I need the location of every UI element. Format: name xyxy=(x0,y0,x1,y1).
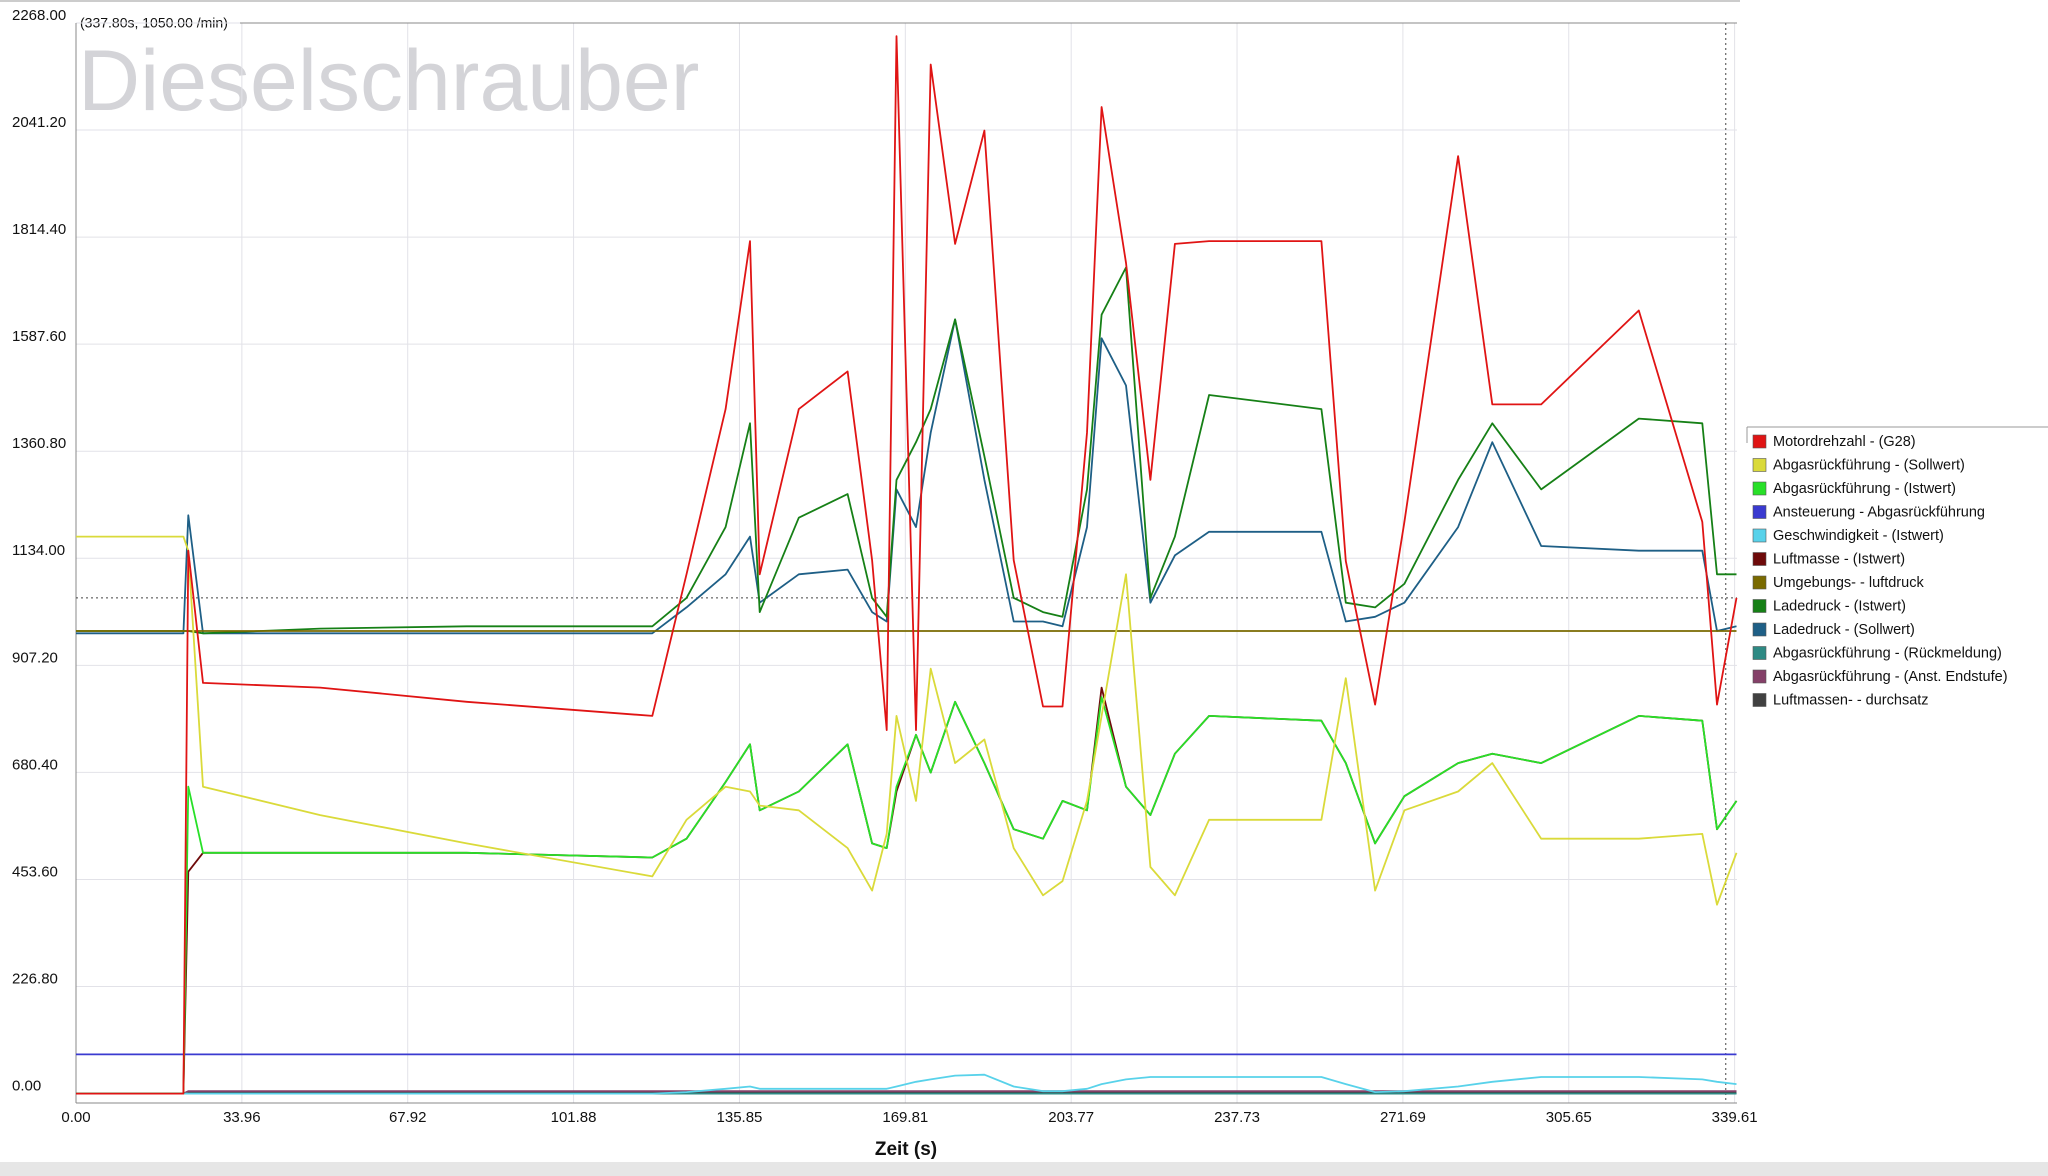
x-tick-label: 101.88 xyxy=(551,1109,597,1126)
x-tick-label: 203.77 xyxy=(1048,1109,1094,1126)
legend-label: Abgasrückführung - (Istwert) xyxy=(1773,481,1956,497)
series-line xyxy=(76,35,1738,1095)
y-tick-label: 0.00 xyxy=(12,1078,41,1095)
legend-swatch xyxy=(1752,669,1767,684)
y-tick-label: 1587.60 xyxy=(12,328,66,345)
legend-label: Abgasrückführung - (Anst. Endstufe) xyxy=(1773,669,2008,685)
legend-swatch xyxy=(1752,458,1767,472)
y-tick-label: 453.60 xyxy=(12,863,58,880)
legend-label: Ansteuerung - Abgasrückführung xyxy=(1773,504,1985,520)
y-tick-label: 1814.40 xyxy=(12,221,66,238)
y-tick-label: 1134.00 xyxy=(12,542,65,559)
y-tick-label: 2041.20 xyxy=(12,114,66,131)
y-tick-label: 1360.80 xyxy=(12,435,66,452)
legend-label: Geschwindigkeit - (Istwert) xyxy=(1773,528,1944,544)
x-tick-label: 339.61 xyxy=(1712,1109,1758,1126)
series-line xyxy=(76,535,1738,906)
y-tick-label: 680.40 xyxy=(12,756,58,773)
legend-label: Ladedruck - (Sollwert) xyxy=(1773,622,1915,638)
legend-label: Motordrehzahl - (G28) xyxy=(1773,434,1916,450)
watermark: Dieselschrauber xyxy=(78,33,699,129)
x-tick-label: 0.00 xyxy=(61,1109,90,1126)
legend-swatch xyxy=(1752,646,1767,660)
legend-label: Abgasrückführung - (Rückmeldung) xyxy=(1773,645,2002,661)
y-tick-label: 907.20 xyxy=(12,649,58,666)
legend-swatch xyxy=(1752,505,1767,519)
x-tick-label: 33.96 xyxy=(223,1109,261,1126)
legend-swatch xyxy=(1752,599,1767,613)
legend-swatch xyxy=(1752,552,1767,566)
legend-label: Luftmassen- - durchsatz xyxy=(1773,692,1929,708)
x-tick-label: 305.65 xyxy=(1546,1109,1592,1126)
legend-swatch xyxy=(1752,434,1767,449)
y-tick-label: 226.80 xyxy=(12,970,58,987)
x-tick-label: 169.81 xyxy=(882,1109,928,1126)
legend-swatch xyxy=(1752,528,1767,543)
series-line xyxy=(76,266,1737,635)
x-tick-label: 271.69 xyxy=(1380,1109,1426,1126)
y-tick-label: 2268.00 xyxy=(12,7,66,24)
legend-label: Luftmasse - (Istwert) xyxy=(1773,551,1905,567)
legend-swatch xyxy=(1752,575,1767,590)
legend-swatch xyxy=(1752,693,1767,707)
x-tick-label: 135.85 xyxy=(717,1109,763,1126)
legend-label: Ladedruck - (Istwert) xyxy=(1773,598,1906,614)
series-line xyxy=(76,1073,1737,1095)
x-tick-label: 237.73 xyxy=(1214,1109,1260,1126)
series-line xyxy=(76,318,1737,635)
x-axis-label: Zeit (s) xyxy=(875,1139,937,1160)
status-strip xyxy=(0,1162,2048,1176)
legend-swatch xyxy=(1752,481,1767,496)
legend-swatch xyxy=(1752,622,1767,637)
series-line xyxy=(76,696,1738,1095)
legend-label: Umgebungs- - luftdruck xyxy=(1773,575,1924,591)
legend-label: Abgasrückführung - (Sollwert) xyxy=(1773,457,1965,473)
x-tick-label: 67.92 xyxy=(389,1109,427,1126)
series-line xyxy=(76,1090,1737,1095)
